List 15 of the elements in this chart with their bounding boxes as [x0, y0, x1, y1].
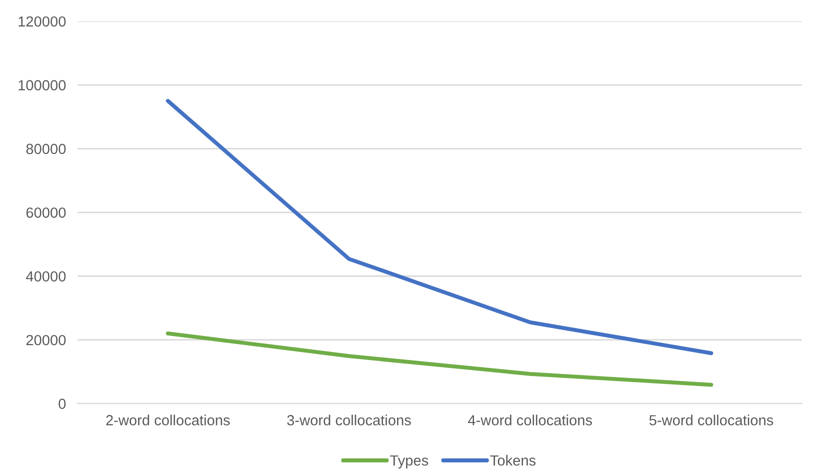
line-series — [166, 332, 714, 387]
y-tick-label: 20000 — [26, 334, 66, 346]
line-series — [166, 98, 714, 356]
x-tick-label: 3-word collocations — [287, 414, 411, 426]
legend-label: Tokens — [490, 454, 536, 466]
y-tick-label: 120000 — [18, 16, 66, 27]
y-tick-label: 80000 — [26, 144, 66, 154]
y-tick-label: 0 — [58, 398, 66, 409]
legend-label: Types — [390, 455, 428, 469]
x-tick-label: 2-word collocations — [106, 414, 230, 426]
y-tick-label: 60000 — [26, 208, 66, 218]
x-tick-label: 4-word collocations — [468, 414, 592, 426]
y-tick-label: 100000 — [18, 80, 66, 90]
y-tick-label: 40000 — [26, 271, 66, 282]
x-tick-label: 5-word collocations — [649, 414, 774, 426]
